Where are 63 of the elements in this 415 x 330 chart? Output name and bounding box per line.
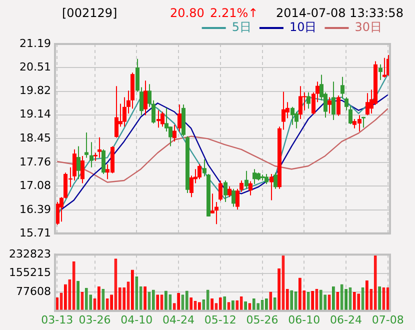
candlestick xyxy=(80,155,84,184)
candlestick xyxy=(252,168,256,184)
candlestick xyxy=(306,92,310,110)
candlestick xyxy=(302,92,306,111)
candlestick xyxy=(76,146,80,180)
candlestick xyxy=(340,76,344,100)
candlestick xyxy=(98,136,102,158)
x-tick-label: 05-26 xyxy=(246,313,278,326)
candlestick xyxy=(156,110,160,128)
candlestick xyxy=(114,86,118,138)
text: 20.80 xyxy=(170,6,204,20)
x-tick-label: 07-08 xyxy=(372,313,404,326)
legend-label: 5日 xyxy=(232,20,252,34)
candlestick xyxy=(90,142,94,168)
candlestick xyxy=(274,172,278,190)
candlestick xyxy=(144,80,148,116)
legend-label: 30日 xyxy=(354,20,382,34)
candlestick xyxy=(102,148,106,174)
y-tick-label: 19.14 xyxy=(20,108,51,121)
candlestick xyxy=(332,81,336,121)
candlestick xyxy=(232,188,236,208)
y-tick-label: 17.76 xyxy=(20,155,51,168)
candlestick xyxy=(160,111,164,128)
x-tick-label: 05-12 xyxy=(204,313,236,326)
x-tick-label: 06-24 xyxy=(330,313,362,326)
y-tick-label: 155215 xyxy=(9,266,51,280)
candlestick xyxy=(244,170,248,190)
candlestick xyxy=(228,186,232,198)
x-tick-label: 03-26 xyxy=(78,313,111,326)
y-tick-label: 15.71 xyxy=(20,226,51,240)
x-tick-label: 04-10 xyxy=(120,313,153,326)
y-tick-label: 232823 xyxy=(9,247,51,260)
candlestick xyxy=(328,96,332,114)
candlestick xyxy=(84,132,88,158)
candlestick xyxy=(294,111,298,129)
y-tick-label: 20.51 xyxy=(20,60,51,74)
candlestick xyxy=(290,106,294,126)
candlestick xyxy=(270,173,274,201)
candlestick xyxy=(378,64,382,80)
candlestick xyxy=(382,57,386,78)
candlestick xyxy=(248,180,252,196)
candlestick xyxy=(298,86,302,120)
legend-label: 10日 xyxy=(289,20,317,34)
candlestick xyxy=(224,180,228,202)
y-tick-label: 18.45 xyxy=(20,132,51,145)
y-tick-label: 16.39 xyxy=(20,202,51,216)
candlestick xyxy=(264,173,268,184)
y-tick-label: 19.82 xyxy=(20,84,51,98)
candlestick xyxy=(336,95,340,116)
text: 2.21%↑ xyxy=(210,6,258,20)
text: 2014-07-08 13:33:58 xyxy=(276,6,404,20)
y-tick-label: 17.08 xyxy=(20,178,51,192)
candlestick xyxy=(178,104,182,132)
x-tick-label: 03-13 xyxy=(41,313,74,326)
x-tick-label: 06-10 xyxy=(288,313,320,326)
candlestick xyxy=(172,124,176,142)
candlestick xyxy=(218,180,222,202)
candlestick xyxy=(366,92,370,116)
y-tick-label: 21.19 xyxy=(20,36,51,50)
candlestick xyxy=(198,164,202,180)
x-tick-label: 04-24 xyxy=(162,313,195,326)
y-tick-label: 77608 xyxy=(16,284,51,298)
chart-title: [002129] xyxy=(62,6,118,20)
